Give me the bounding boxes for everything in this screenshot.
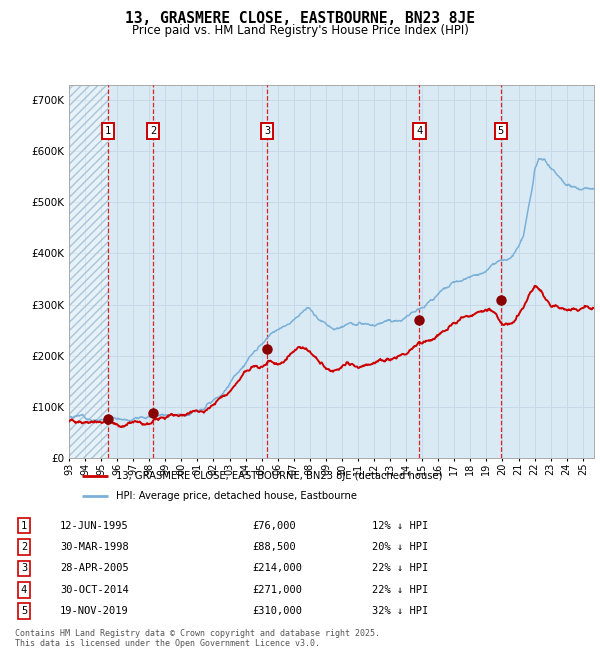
Text: 1: 1 [105,126,112,136]
Text: 13, GRASMERE CLOSE, EASTBOURNE, BN23 8JE: 13, GRASMERE CLOSE, EASTBOURNE, BN23 8JE [125,11,475,26]
Text: 30-OCT-2014: 30-OCT-2014 [60,585,129,595]
Text: 1: 1 [21,521,27,530]
Text: £310,000: £310,000 [252,606,302,616]
Text: 2: 2 [21,542,27,552]
Text: 3: 3 [21,564,27,573]
Text: £76,000: £76,000 [252,521,296,530]
Text: 5: 5 [497,126,503,136]
Text: 20% ↓ HPI: 20% ↓ HPI [372,542,428,552]
Text: 4: 4 [416,126,422,136]
Bar [69,84,109,458]
Bar [69,84,109,458]
Text: 3: 3 [264,126,270,136]
Text: Price paid vs. HM Land Registry's House Price Index (HPI): Price paid vs. HM Land Registry's House … [131,24,469,37]
Text: Contains HM Land Registry data © Crown copyright and database right 2025.
This d: Contains HM Land Registry data © Crown c… [15,629,380,648]
Text: 4: 4 [21,585,27,595]
Text: 12-JUN-1995: 12-JUN-1995 [60,521,129,530]
Text: 32% ↓ HPI: 32% ↓ HPI [372,606,428,616]
Text: HPI: Average price, detached house, Eastbourne: HPI: Average price, detached house, East… [116,491,357,501]
Text: 2: 2 [150,126,157,136]
Text: £88,500: £88,500 [252,542,296,552]
Text: 5: 5 [21,606,27,616]
Text: £214,000: £214,000 [252,564,302,573]
Text: 13, GRASMERE CLOSE, EASTBOURNE, BN23 8JE (detached house): 13, GRASMERE CLOSE, EASTBOURNE, BN23 8JE… [116,471,443,481]
Text: 19-NOV-2019: 19-NOV-2019 [60,606,129,616]
Text: 22% ↓ HPI: 22% ↓ HPI [372,585,428,595]
Text: 28-APR-2005: 28-APR-2005 [60,564,129,573]
Text: 22% ↓ HPI: 22% ↓ HPI [372,564,428,573]
Text: 12% ↓ HPI: 12% ↓ HPI [372,521,428,530]
Text: 30-MAR-1998: 30-MAR-1998 [60,542,129,552]
Text: £271,000: £271,000 [252,585,302,595]
